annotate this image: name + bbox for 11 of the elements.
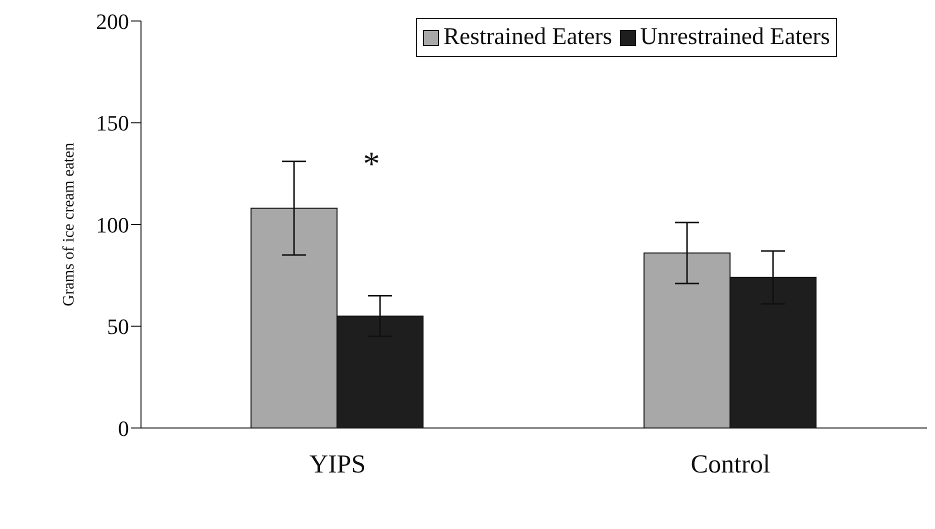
legend-label: Unrestrained Eaters	[639, 24, 830, 51]
x-tick-label: YIPS	[309, 449, 366, 478]
y-tick-label: 150	[96, 110, 129, 136]
annotation: *	[363, 146, 380, 183]
y-axis-title: Grams of ice cream eaten	[60, 142, 78, 306]
y-tick-label: 100	[96, 212, 129, 238]
y-tick-label: 200	[96, 8, 129, 34]
x-tick-label: Control	[690, 449, 770, 478]
y-tick-label: 50	[107, 314, 129, 340]
y-tick-label: 0	[118, 416, 129, 441]
legend-label: Restrained Eaters	[442, 24, 612, 51]
